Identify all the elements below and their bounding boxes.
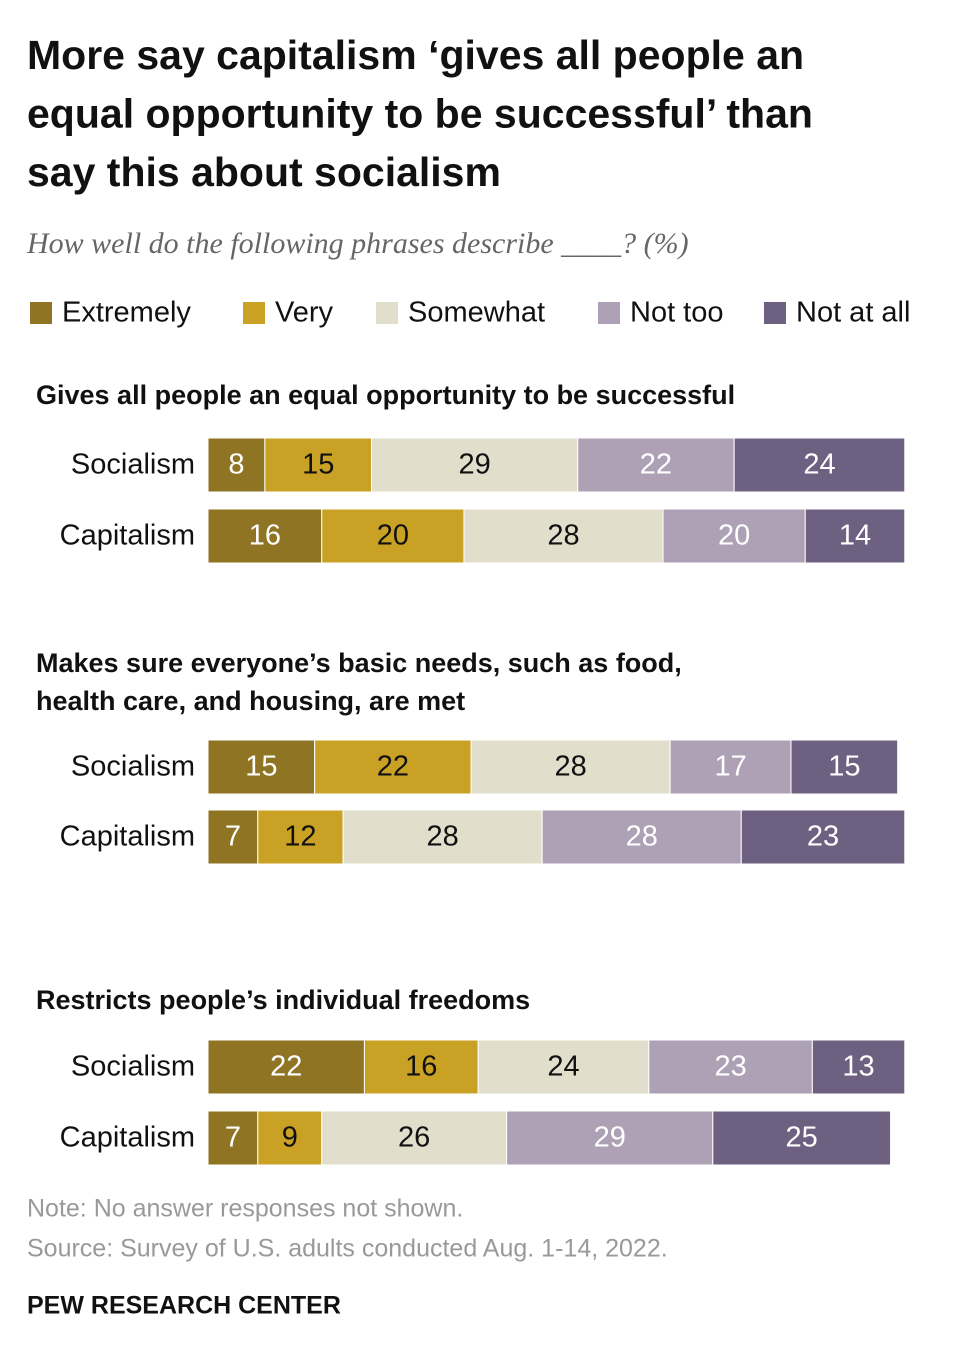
note: Note: No answer responses not shown. [27, 1195, 463, 1223]
bar-segment [314, 739, 472, 795]
category-label: Capitalism [60, 520, 195, 552]
bar-segment [207, 809, 259, 865]
value-label: 13 [842, 1051, 874, 1083]
category-label: Socialism [71, 1051, 195, 1083]
category-label: Socialism [71, 751, 195, 783]
bar-segment [371, 437, 579, 493]
legend-label: Not at all [796, 297, 910, 329]
category-label: Capitalism [60, 1122, 195, 1154]
value-label: 26 [398, 1122, 430, 1154]
bar-segment [662, 508, 806, 564]
chart-title: say this about socialism [27, 149, 501, 195]
bar-segment [733, 437, 906, 493]
bar-segment [207, 1039, 365, 1095]
value-label: 22 [640, 449, 672, 481]
panel-title: Restricts people’s individual freedoms [36, 985, 530, 1015]
value-label: 22 [270, 1051, 302, 1083]
source: Source: Survey of U.S. adults conducted … [27, 1235, 668, 1263]
value-label: 15 [245, 751, 277, 783]
value-label: 22 [377, 751, 409, 783]
value-label: 15 [828, 751, 860, 783]
bar-segment [321, 1110, 508, 1166]
legend-label: Not too [630, 297, 724, 329]
value-label: 29 [458, 449, 490, 481]
chart-title: More say capitalism ‘gives all people an [27, 32, 804, 78]
bar-segment [257, 809, 344, 865]
value-label: 16 [405, 1051, 437, 1083]
bar-segment [207, 508, 323, 564]
value-label: 29 [594, 1122, 626, 1154]
bar-segment [463, 508, 664, 564]
value-label: 24 [803, 449, 835, 481]
value-label: 8 [228, 449, 244, 481]
category-label: Socialism [71, 449, 195, 481]
bar-segment [470, 739, 671, 795]
subtitle: How well do the following phrases descri… [26, 227, 689, 260]
bar-segment [669, 739, 792, 795]
value-label: 14 [839, 520, 871, 552]
value-label: 28 [547, 520, 579, 552]
legend-label: Somewhat [408, 297, 545, 329]
bar-segment [804, 508, 906, 564]
legend-swatch [243, 302, 265, 324]
bar-segment [712, 1110, 892, 1166]
bar-segment [790, 739, 899, 795]
bar-segment [363, 1039, 479, 1095]
value-label: 28 [426, 821, 458, 853]
panel-title: health care, and housing, are met [36, 686, 465, 716]
legend-swatch [598, 302, 620, 324]
value-label: 28 [626, 821, 658, 853]
legend-label: Very [275, 297, 334, 329]
category-label: Capitalism [60, 821, 195, 853]
credit: PEW RESEARCH CENTER [27, 1292, 341, 1320]
legend-label: Extremely [62, 297, 191, 329]
value-label: 17 [714, 751, 746, 783]
value-label: 23 [807, 821, 839, 853]
legend-swatch [30, 302, 52, 324]
bar-segment [321, 508, 465, 564]
value-label: 7 [225, 821, 241, 853]
panel-title: Gives all people an equal opportunity to… [36, 380, 735, 410]
value-label: 7 [225, 1122, 241, 1154]
panel-title: Makes sure everyone’s basic needs, such … [36, 648, 682, 678]
bar-segment [541, 809, 742, 865]
legend-swatch [376, 302, 398, 324]
bar-segment [477, 1039, 650, 1095]
bar-segment [342, 809, 543, 865]
value-label: 24 [547, 1051, 579, 1083]
value-label: 9 [282, 1122, 298, 1154]
value-label: 12 [284, 821, 316, 853]
value-label: 23 [714, 1051, 746, 1083]
value-label: 20 [718, 520, 750, 552]
value-label: 20 [377, 520, 409, 552]
bar-segment [257, 1110, 323, 1166]
bar-segment [264, 437, 373, 493]
value-label: 25 [786, 1122, 818, 1154]
bar-segment [577, 437, 735, 493]
value-label: 16 [249, 520, 281, 552]
bar-segment [811, 1039, 906, 1095]
bar-segment [740, 809, 906, 865]
bar-segment [207, 437, 266, 493]
legend-swatch [764, 302, 786, 324]
chart-title: equal opportunity to be successful’ than [27, 90, 813, 136]
value-label: 15 [302, 449, 334, 481]
value-label: 28 [554, 751, 586, 783]
bar-segment [506, 1110, 714, 1166]
